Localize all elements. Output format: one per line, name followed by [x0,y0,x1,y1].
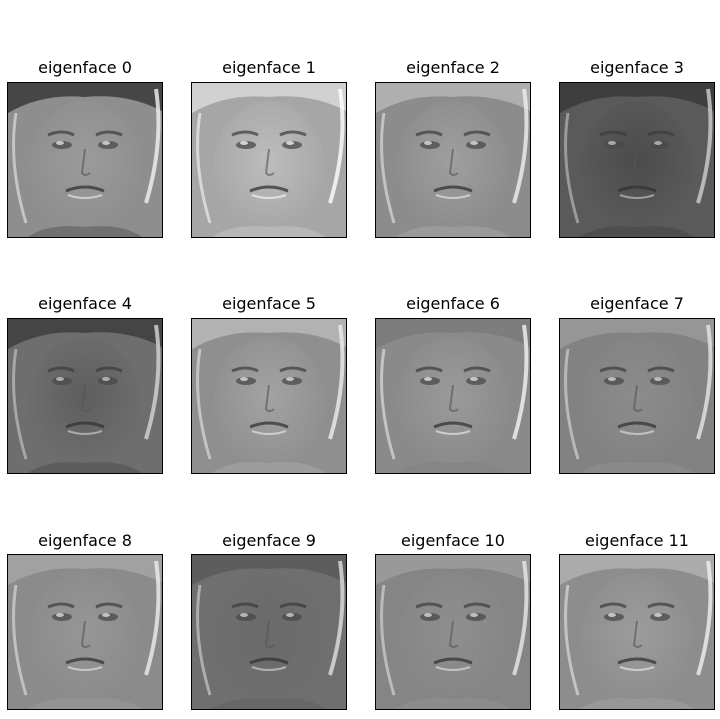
panel-title: eigenface 6 [406,294,500,313]
panel-title: eigenface 3 [590,58,684,77]
panel-title: eigenface 9 [222,531,316,550]
eigenface-image [7,554,163,710]
panel-title: eigenface 10 [401,531,505,550]
eigenface-image [191,554,347,710]
eigenface-image [191,82,347,238]
eigenface-image [559,554,715,710]
eigenface-image [7,82,163,238]
panel-title: eigenface 2 [406,58,500,77]
eigenface-image [375,318,531,474]
eigenface-image [375,82,531,238]
panel-title: eigenface 8 [38,531,132,550]
panel-title: eigenface 7 [590,294,684,313]
panel-title: eigenface 5 [222,294,316,313]
panel-title: eigenface 1 [222,58,316,77]
panel-title: eigenface 0 [38,58,132,77]
eigenface-image [7,318,163,474]
eigenface-image [559,82,715,238]
panel-title: eigenface 4 [38,294,132,313]
eigenface-image [375,554,531,710]
panel-title: eigenface 11 [585,531,689,550]
eigenface-image [191,318,347,474]
eigenface-image [559,318,715,474]
